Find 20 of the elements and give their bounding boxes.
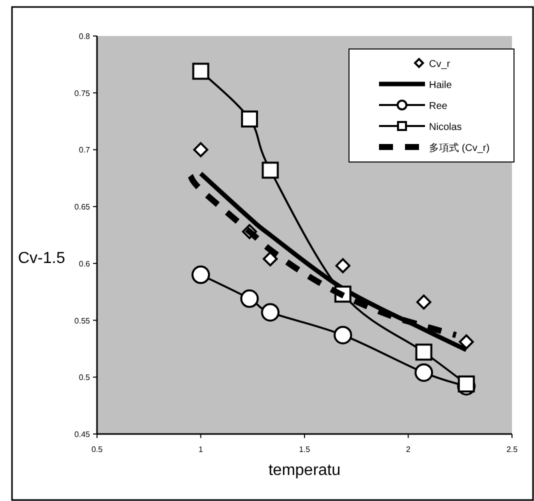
x-tick-label: 1 <box>198 445 204 454</box>
legend-label: Nicolas <box>429 122 462 133</box>
legend-label: Haile <box>429 80 452 91</box>
x-tick-label: 2.5 <box>506 445 518 454</box>
y-tick-label: 0.8 <box>78 32 91 41</box>
x-tick-label: 1.5 <box>298 445 311 454</box>
y-tick-label: 0.5 <box>78 373 91 382</box>
y-axis-title: Cv-1.5 <box>18 250 66 267</box>
legend-label: Cv_r <box>429 59 451 70</box>
y-tick-label: 0.45 <box>74 430 91 439</box>
x-tick-label: 0.5 <box>91 445 104 454</box>
x-tick-label: 2 <box>406 445 412 454</box>
y-tick-label: 0.65 <box>74 202 91 212</box>
y-tick-label: 0.75 <box>74 88 91 98</box>
y-tick-label: 0.7 <box>78 146 91 155</box>
legend-label: 多項式 (Cv_r) <box>429 142 490 154</box>
legend-label: Ree <box>429 101 448 112</box>
y-tick-label: 0.6 <box>78 259 91 268</box>
y-tick-label: 0.55 <box>74 316 91 326</box>
x-axis-title: temperatu <box>268 462 341 479</box>
